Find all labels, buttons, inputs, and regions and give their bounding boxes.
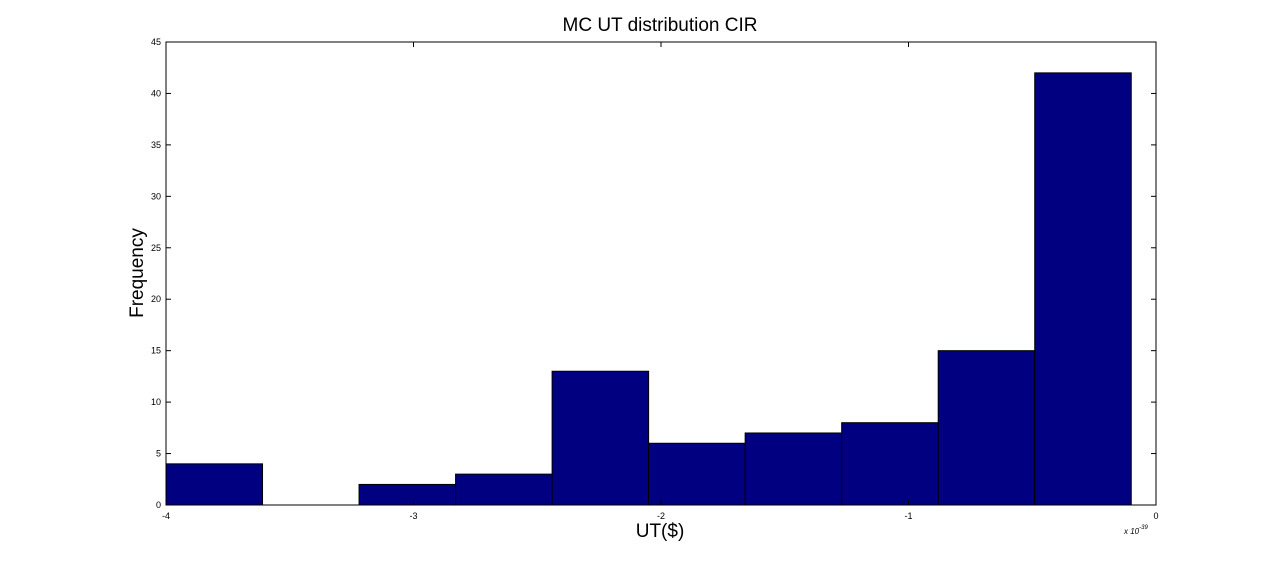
histogram-bar-10: [1034, 72, 1132, 506]
histogram-bar-5: [551, 370, 650, 506]
histogram-bar-7: [744, 432, 843, 506]
histogram-bar-3: [358, 483, 457, 506]
histogram-bar-1: [165, 463, 264, 506]
plot-area: 0 5 10 15 20 25 30 35 40 45 -4 -3 -2 -1 0: [151, 37, 1159, 521]
y-tick-label: 35: [151, 140, 161, 150]
histogram-bar-6: [648, 442, 746, 506]
y-axis-title: Frequency: [127, 228, 148, 318]
x-tick-label: -1: [904, 511, 912, 521]
y-tick-label: 20: [151, 294, 161, 304]
y-tick-label: 40: [151, 88, 161, 98]
histogram-bar-9: [937, 350, 1036, 506]
chart-title: MC UT distribution CIR: [563, 15, 758, 36]
histogram-bar-4: [455, 473, 553, 506]
histogram-bar-8: [841, 422, 939, 506]
x-axis-multiplier-exponent: -39: [1139, 525, 1148, 531]
y-tick-label: 15: [151, 346, 161, 356]
x-tick-label: -2: [657, 511, 665, 521]
y-tick-label: 5: [156, 449, 161, 459]
y-tick-label: 45: [151, 37, 161, 47]
y-tick-label: 25: [151, 243, 161, 253]
y-tick-label: 0: [156, 500, 161, 510]
x-axis-title: UT($): [636, 521, 685, 542]
x-axis-multiplier-label: x 10-39: [1123, 525, 1148, 536]
y-tick-label: 30: [151, 191, 161, 201]
y-tick-label: 10: [151, 397, 161, 407]
x-tick-label: -3: [409, 511, 417, 521]
x-tick-label: 0: [1153, 511, 1158, 521]
x-tick-label: -4: [162, 511, 170, 521]
x-axis-multiplier-base: x 10: [1123, 527, 1140, 536]
